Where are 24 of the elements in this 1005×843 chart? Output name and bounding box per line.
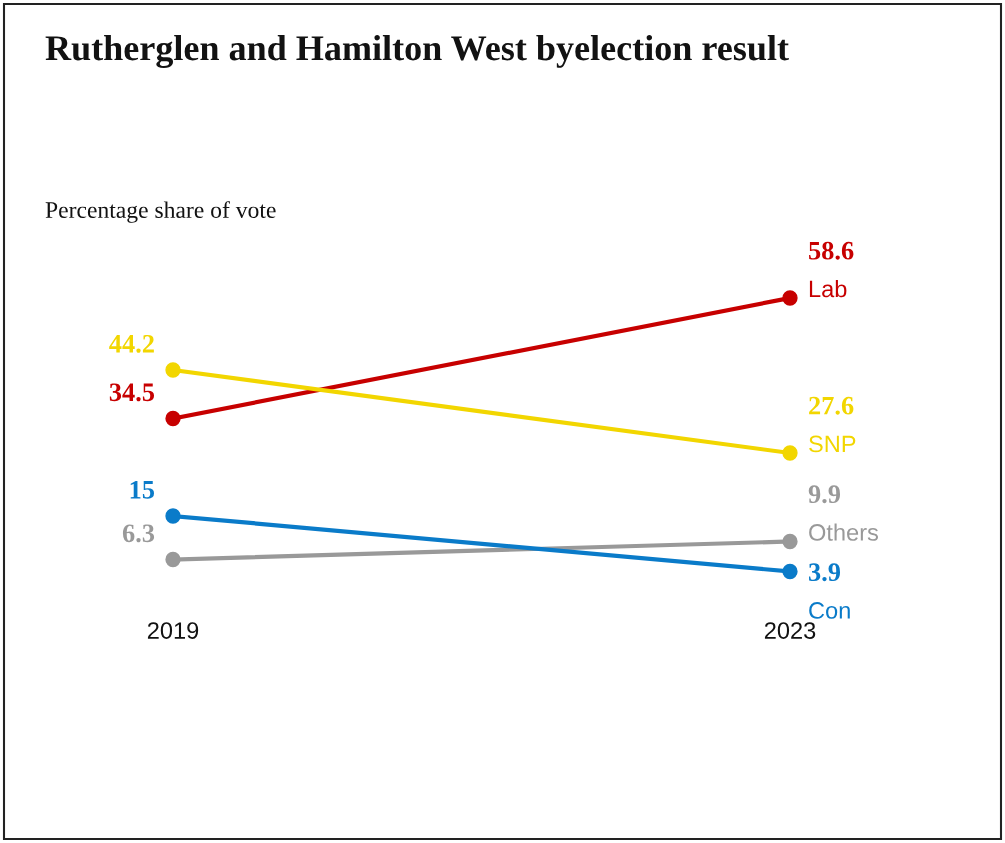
x-tick-label: 2019 bbox=[147, 622, 199, 639]
series-label: Others bbox=[809, 523, 878, 541]
point bbox=[782, 563, 798, 580]
point bbox=[165, 410, 181, 427]
series-label: Con bbox=[809, 602, 850, 619]
point bbox=[165, 508, 181, 524]
point bbox=[782, 533, 798, 550]
point bbox=[782, 445, 798, 461]
data-label: 34.5 bbox=[109, 383, 155, 402]
data-label: 3.9 bbox=[808, 563, 841, 582]
point bbox=[165, 362, 181, 378]
data-label: 6.3 bbox=[122, 524, 155, 543]
data-label: 9.9 bbox=[808, 485, 841, 504]
data-label: 27.6 bbox=[809, 396, 854, 415]
x-tick-label: 2023 bbox=[764, 622, 816, 639]
series-label: Lab bbox=[809, 279, 847, 298]
data-label: 58.6 bbox=[809, 241, 854, 260]
data-label: 15 bbox=[130, 480, 155, 499]
data-label: 44.2 bbox=[109, 334, 154, 353]
chart-title: Rutherglen and Hamilton West byelection result bbox=[45, 35, 789, 69]
chart-subtitle: Percentage share of vote bbox=[45, 201, 276, 223]
point bbox=[165, 551, 181, 568]
series-label: SNP bbox=[809, 435, 856, 453]
point bbox=[782, 290, 798, 306]
